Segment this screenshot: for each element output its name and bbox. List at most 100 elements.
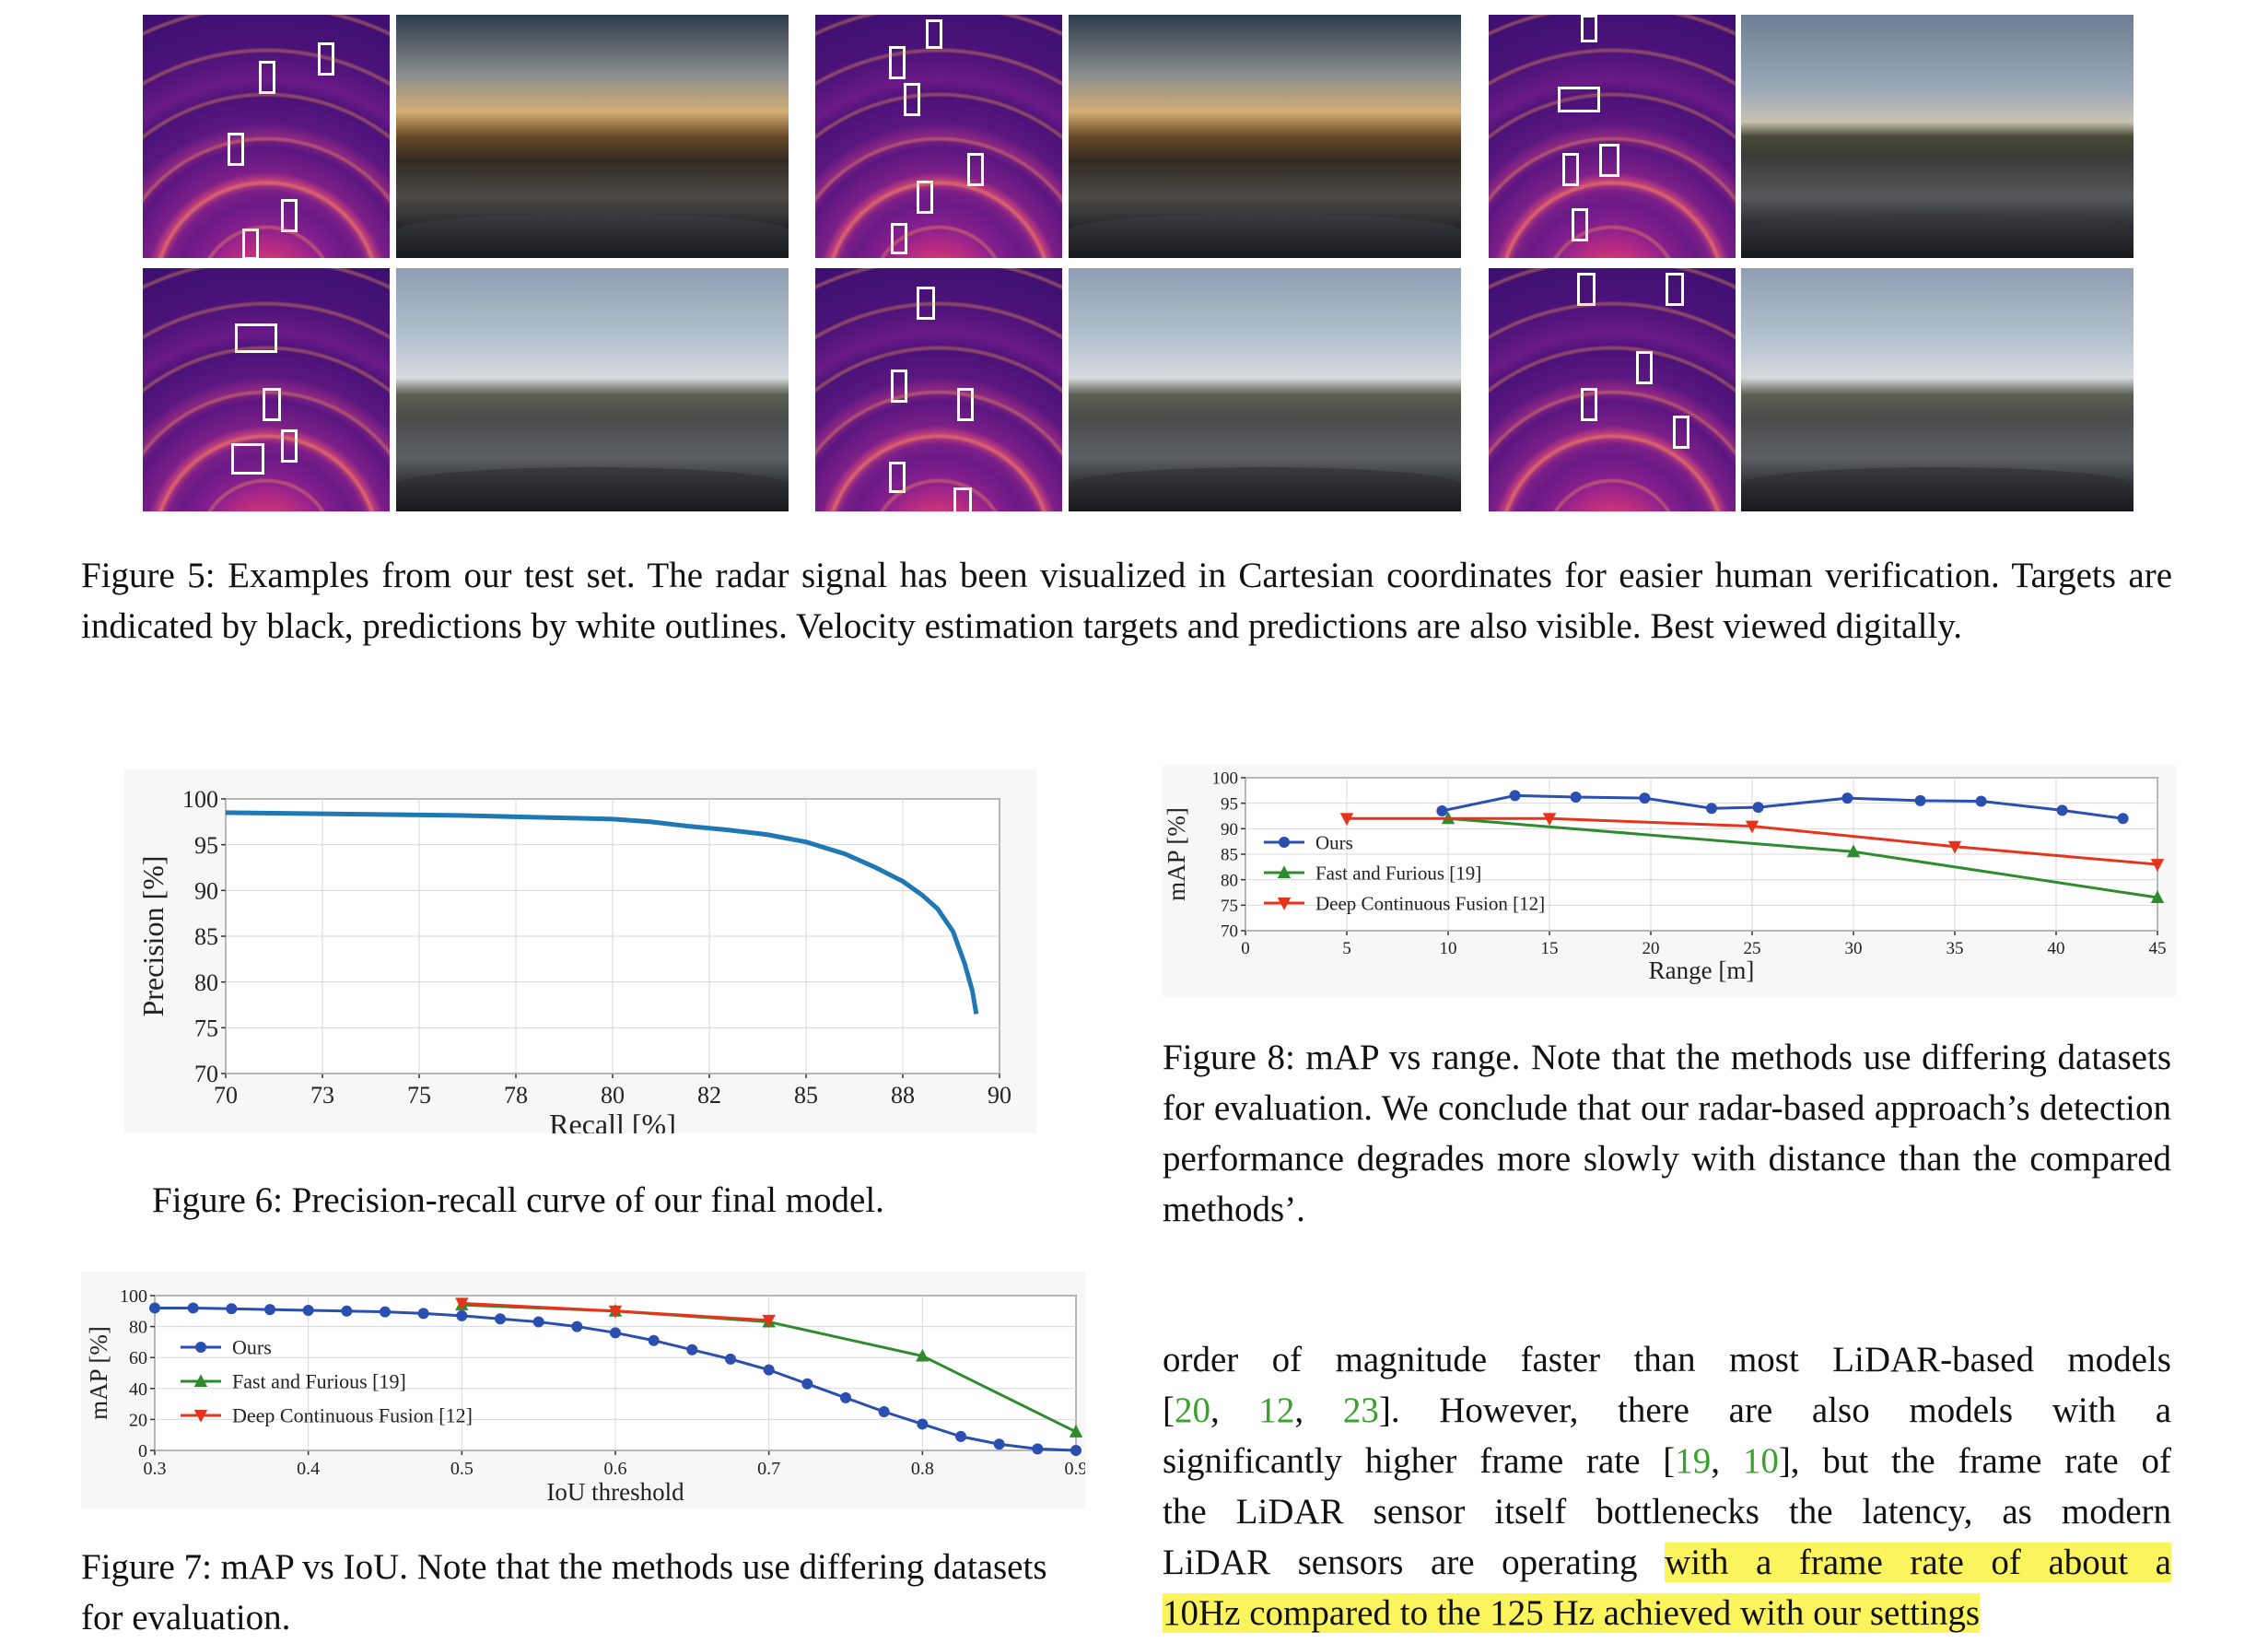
y-tick-label: 95 — [194, 832, 218, 859]
body-line-4: the LiDAR sensor itself bottlenecks the … — [1163, 1492, 2171, 1532]
x-tick-label: 73 — [310, 1082, 334, 1109]
radar-image — [1489, 268, 1736, 511]
x-tick-label: 0.6 — [604, 1459, 627, 1479]
y-tick-label: 75 — [1221, 897, 1238, 916]
radar-image — [815, 268, 1062, 511]
x-tick-label: 10 — [1440, 939, 1457, 958]
data-point — [1070, 1445, 1081, 1456]
data-point — [1277, 898, 1292, 910]
y-tick-label: 75 — [194, 1015, 218, 1041]
x-tick-label: 80 — [601, 1082, 625, 1109]
data-point — [2150, 890, 2165, 904]
radar-image — [1489, 15, 1736, 258]
data-point — [1914, 794, 1926, 806]
figure6-caption: Figure 6: Precision-recall curve of our … — [152, 1180, 884, 1220]
data-point — [801, 1378, 813, 1390]
data-point — [302, 1304, 314, 1316]
data-point — [1745, 820, 1759, 834]
figure7-chart-panel: 0.3 0.4 0.5 0.6 0.7 0.8 0.9 0 20 40 60 80 100 IoU thr… — [81, 1272, 1088, 1509]
data-point — [149, 1302, 160, 1314]
data-point — [226, 1303, 238, 1315]
body-line-6: 10Hz compared to the 125 Hz achieved wit… — [1163, 1588, 2171, 1638]
x-axis-label: Range [m] — [1649, 956, 1755, 984]
y-tick-label: 80 — [129, 1318, 147, 1338]
data-point — [532, 1316, 544, 1328]
citation-link-19[interactable]: 19 — [1675, 1441, 1712, 1481]
y-tick-label: 80 — [1221, 871, 1238, 890]
data-point — [993, 1438, 1005, 1450]
data-point — [1509, 790, 1521, 802]
x-tick-label: 0.7 — [757, 1459, 780, 1479]
y-axis-label: Precision [%] — [136, 855, 170, 1016]
highlighted-text: 10Hz compared to the 125 Hz achieved wit… — [1163, 1593, 1981, 1633]
data-point — [917, 1418, 929, 1430]
data-point — [1570, 792, 1582, 804]
citation-link-23[interactable]: 23 — [1342, 1391, 1379, 1430]
y-tick-label: 40 — [129, 1379, 147, 1400]
highlighted-text: with a frame rate of about a — [1665, 1543, 2171, 1582]
y-tick-label: 70 — [194, 1061, 218, 1087]
figure7-caption: Figure 7: mAP vs IoU. Note that the meth… — [81, 1547, 1047, 1637]
data-point — [187, 1302, 199, 1314]
figure8-caption: Figure 8: mAP vs range. Note that the me… — [1163, 1038, 2171, 1229]
x-tick-label: 85 — [794, 1082, 818, 1109]
data-point — [1279, 837, 1290, 848]
citation-link-12[interactable]: 12 — [1258, 1391, 1295, 1430]
citation-link-20[interactable]: 20 — [1175, 1391, 1210, 1430]
x-tick-label: 0.3 — [144, 1459, 167, 1479]
radar-image — [143, 268, 390, 511]
series-line — [225, 810, 979, 1015]
y-tick-label: 100 — [182, 786, 218, 813]
figure8-chart: 0 5 10 15 20 25 30 35 40 45 70 75 80 85 90 95 100 Range [… — [1163, 769, 2167, 984]
body-line-3: significantly higher frame rate [19, 10]… — [1163, 1441, 2171, 1481]
data-point — [2056, 804, 2068, 816]
x-tick-label: 20 — [1643, 939, 1660, 958]
data-point — [1639, 792, 1651, 804]
y-tick-label: 95 — [1221, 794, 1238, 814]
y-tick-label: 60 — [129, 1348, 147, 1368]
figure7-chart: 0.3 0.4 0.5 0.6 0.7 0.8 0.9 0 20 40 60 80 100 IoU thr… — [85, 1286, 1088, 1506]
x-tick-label: 88 — [891, 1082, 915, 1109]
y-axis-label: mAP [%] — [85, 1326, 112, 1420]
data-point — [264, 1304, 275, 1316]
data-point — [686, 1344, 698, 1355]
data-point — [1975, 795, 1987, 807]
y-tick-label: 85 — [1221, 846, 1238, 865]
y-tick-label: 85 — [194, 923, 218, 950]
x-tick-label: 75 — [407, 1082, 431, 1109]
x-tick-label: 25 — [1744, 939, 1761, 958]
x-tick-label: 90 — [988, 1082, 1011, 1109]
data-point — [455, 1297, 469, 1311]
data-point — [725, 1353, 736, 1365]
legend-label: Deep Continuous Fusion [12] — [1315, 892, 1545, 914]
figure6-chart: 70 73 75 78 80 82 85 88 90 70 75 80 85 90 95 100 Recall … — [136, 786, 1011, 1141]
x-tick-label: 45 — [2149, 939, 2167, 958]
camera-image — [1741, 15, 2134, 258]
body-line-1: order of magnitude faster than most LiDA… — [1163, 1340, 2171, 1379]
body-line-2: [20, 12, 23]. However, there are also mo… — [1163, 1391, 2172, 1430]
figure5-caption: Figure 5: Examples from our test set. Th… — [81, 550, 2172, 651]
y-tick-label: 0 — [138, 1441, 147, 1461]
data-point — [193, 1410, 208, 1423]
data-point — [916, 1348, 929, 1362]
x-tick-label: 78 — [504, 1082, 528, 1109]
y-tick-label: 20 — [129, 1410, 147, 1430]
figure8-chart-panel: 0 5 10 15 20 25 30 35 40 45 70 75 80 85 90 95 100 Range [… — [1163, 765, 2176, 997]
data-point — [380, 1306, 391, 1318]
data-point — [1846, 844, 1861, 858]
data-point — [608, 1305, 623, 1319]
citation-link-10[interactable]: 10 — [1742, 1441, 1779, 1481]
legend-label: Ours — [232, 1336, 272, 1359]
x-tick-label: 0 — [1241, 939, 1250, 958]
x-tick-label: 5 — [1342, 939, 1351, 958]
data-point — [1069, 1425, 1083, 1438]
y-tick-label: 90 — [194, 877, 218, 904]
x-tick-label: 0.4 — [297, 1459, 320, 1479]
data-point — [1841, 792, 1853, 804]
data-point — [417, 1308, 429, 1320]
camera-image — [396, 15, 789, 258]
data-point — [648, 1334, 660, 1346]
data-point — [1752, 802, 1764, 814]
data-point — [1277, 865, 1292, 878]
legend-label: Fast and Furious [19] — [232, 1370, 406, 1393]
